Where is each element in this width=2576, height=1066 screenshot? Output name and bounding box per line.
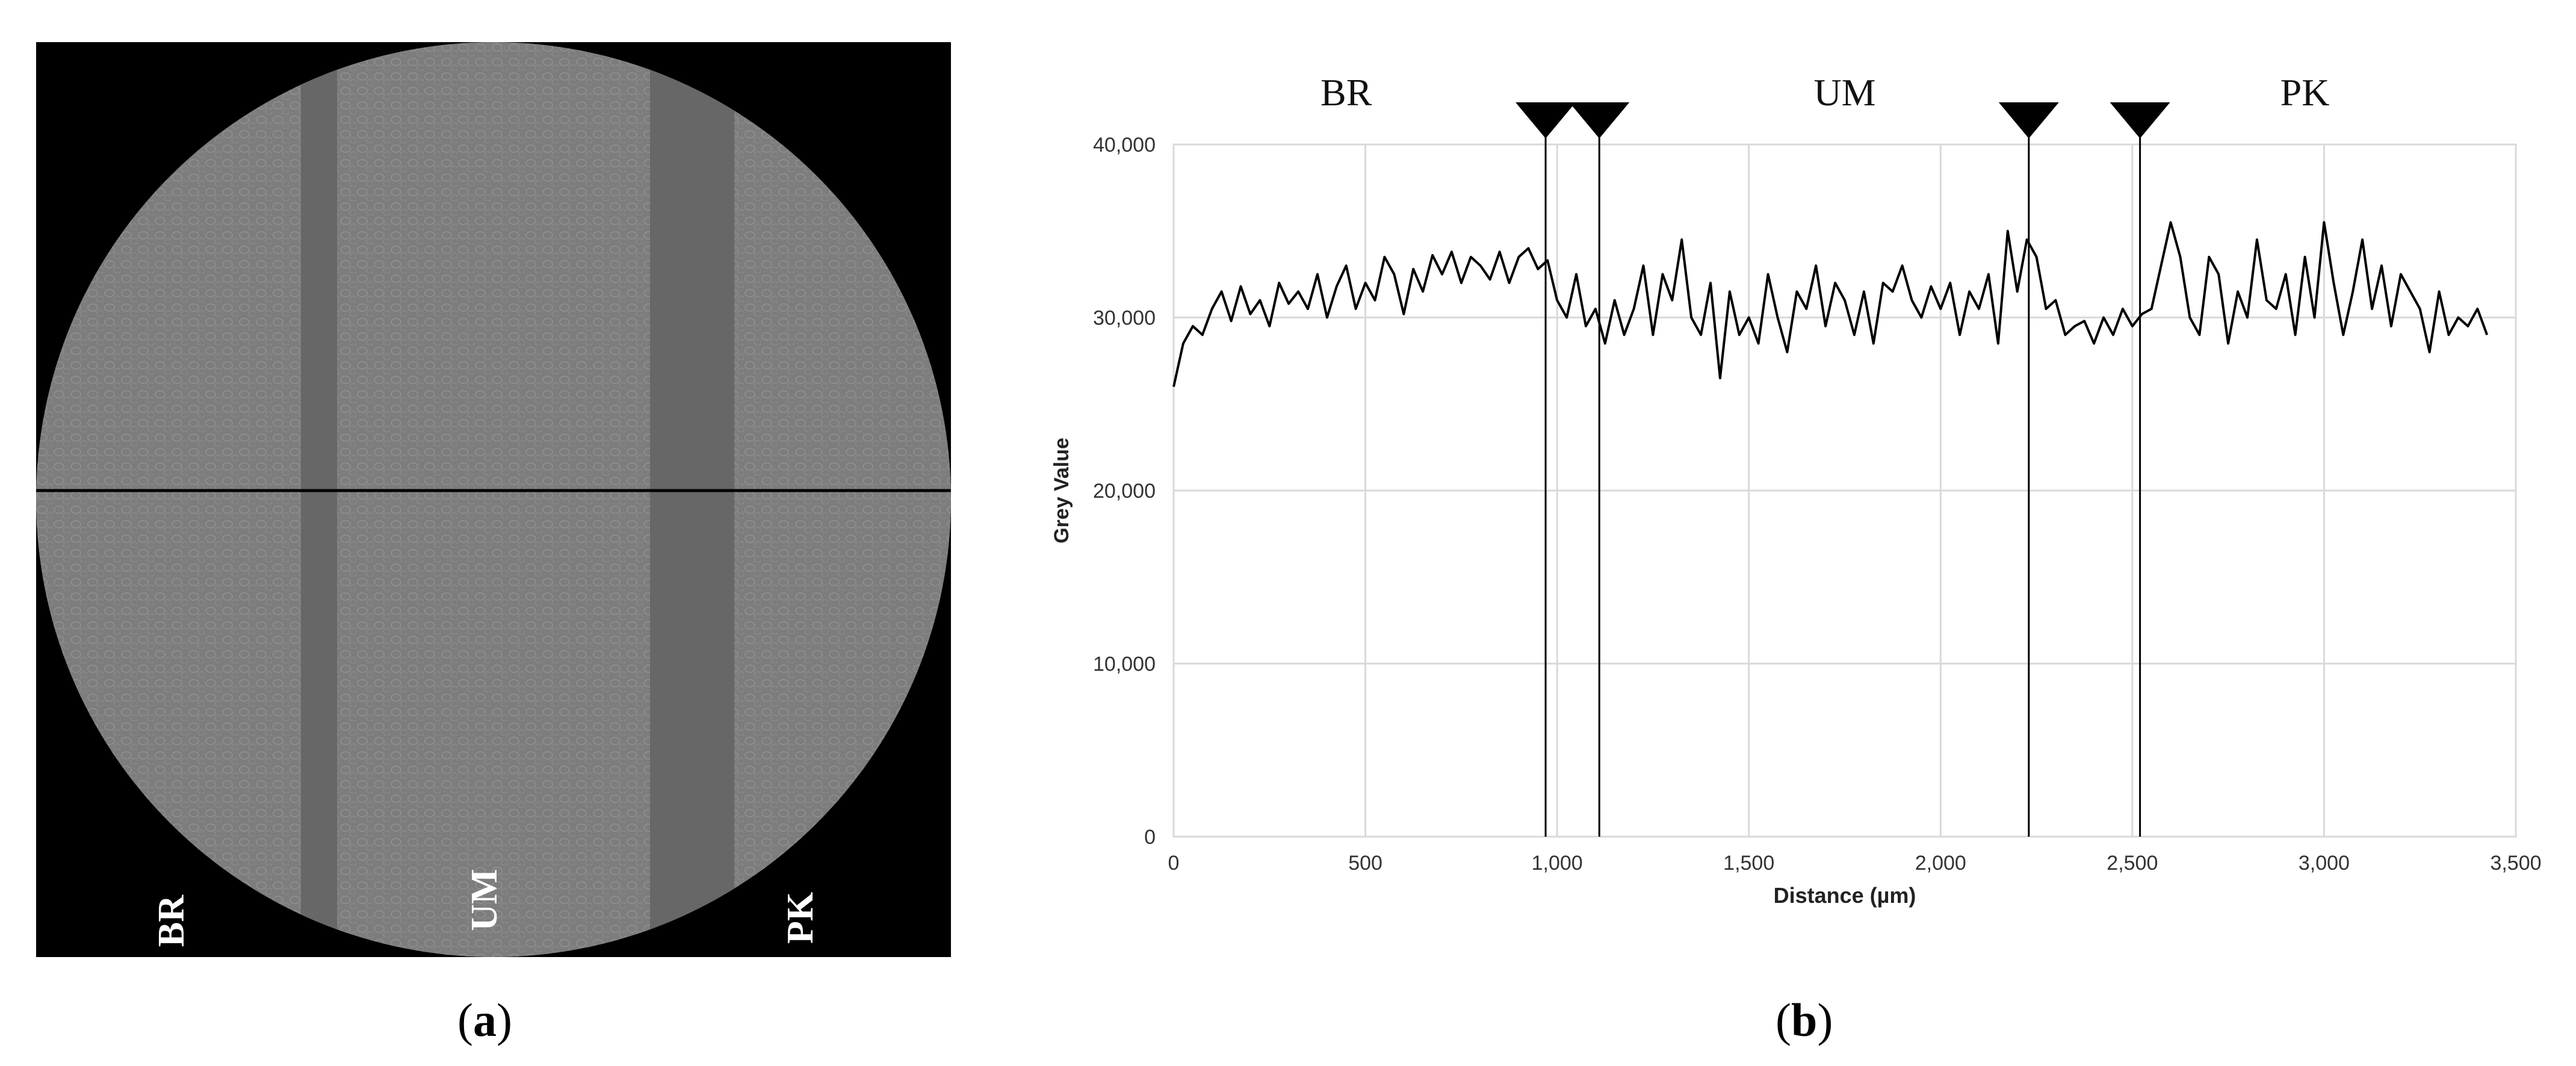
x-tick-label: 500 xyxy=(1348,852,1382,875)
region-label-pk: PK xyxy=(780,892,821,944)
x-tick-label: 1,500 xyxy=(1723,852,1774,875)
boundary-triangle xyxy=(1569,102,1630,138)
band-left xyxy=(301,42,337,957)
region-label-um: UM xyxy=(464,869,505,931)
boundary-triangle xyxy=(1998,102,2059,138)
x-tick-label: 1,000 xyxy=(1532,852,1583,875)
cell-texture xyxy=(36,42,951,957)
grey-value-line xyxy=(1172,221,2489,387)
chart-region-label: UM xyxy=(1813,71,1875,114)
chart-region-label: PK xyxy=(2280,71,2330,114)
x-axis-title: Distance (µm) xyxy=(1774,883,1916,908)
y-tick-label: 10,000 xyxy=(1093,653,1156,676)
caption-a: (a) xyxy=(457,994,512,1046)
boundary-triangle xyxy=(1516,102,1576,138)
axes: 0 10,000 20,000 30,000 40,000 0 500 1,000 1,500 2… xyxy=(1050,134,2542,908)
y-tick-label: 40,000 xyxy=(1093,134,1156,156)
y-tick-label: 0 xyxy=(1144,826,1156,849)
x-tick-label: 3,500 xyxy=(2490,852,2541,875)
series xyxy=(1172,221,2489,387)
grid xyxy=(1172,143,2517,838)
region-labels: BR UM PK xyxy=(1321,71,2329,114)
caption-b: (b) xyxy=(1776,994,1833,1046)
profile-chart: 0 10,000 20,000 30,000 40,000 0 500 1,000 1,500 2… xyxy=(1050,71,2542,908)
boundary-markers xyxy=(1516,102,2170,837)
band-right xyxy=(650,42,734,957)
micrograph-panel: BR UM PK xyxy=(36,42,951,957)
x-tick-label: 2,000 xyxy=(1915,852,1966,875)
y-tick-label: 20,000 xyxy=(1093,480,1156,503)
region-label-br: BR xyxy=(151,894,192,947)
y-tick-label: 30,000 xyxy=(1093,307,1156,330)
x-tick-label: 2,500 xyxy=(2107,852,2158,875)
boundary-triangle xyxy=(2110,102,2170,138)
x-tick-label: 0 xyxy=(1168,852,1180,875)
x-tick-label: 3,000 xyxy=(2299,852,2350,875)
chart-region-label: BR xyxy=(1321,71,1372,114)
y-axis-title: Grey Value xyxy=(1050,438,1073,544)
